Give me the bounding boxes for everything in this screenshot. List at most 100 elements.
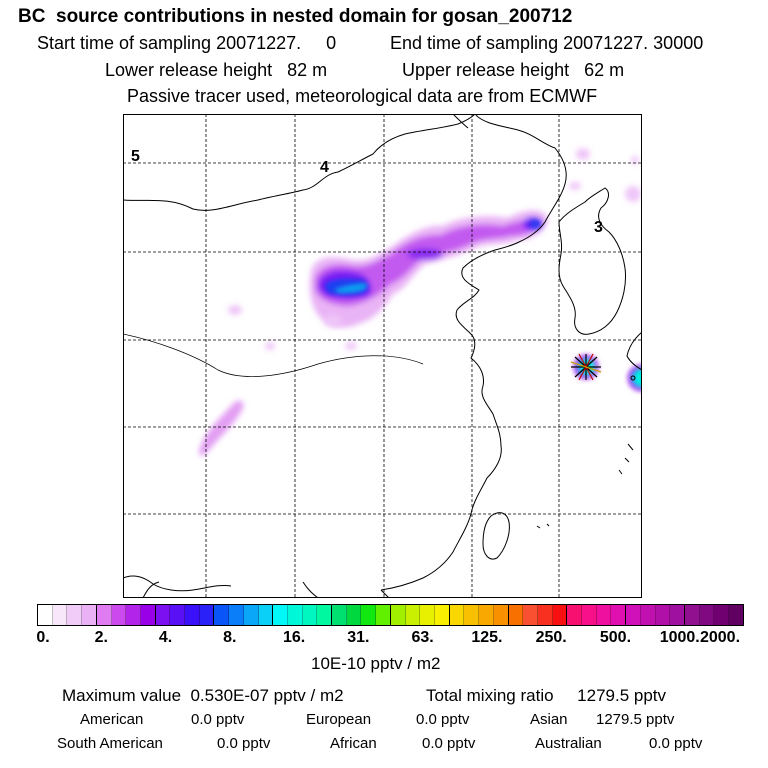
region-name-australian: Australian bbox=[535, 735, 602, 752]
color-tick-label: 500. bbox=[599, 629, 632, 646]
color-swatch bbox=[155, 605, 171, 625]
color-swatch bbox=[96, 605, 112, 625]
color-swatch bbox=[582, 605, 597, 625]
color-swatch bbox=[52, 605, 68, 625]
receptor-star-marker bbox=[570, 353, 602, 381]
region-value-south-american: 0.0 pptv bbox=[217, 735, 271, 752]
china-coast bbox=[380, 249, 502, 591]
hainan-coast bbox=[123, 575, 232, 592]
grid-label: 5 bbox=[131, 148, 140, 165]
color-swatch bbox=[420, 605, 435, 625]
plume-inner bbox=[315, 219, 539, 306]
sampling-end: End time of sampling 20071227. 30000 bbox=[390, 33, 704, 53]
plume-patch bbox=[345, 342, 357, 350]
color-swatch bbox=[611, 605, 627, 625]
upper-release-height: Upper release height 62 m bbox=[402, 60, 625, 80]
color-swatch bbox=[287, 605, 303, 625]
color-swatch bbox=[229, 605, 244, 625]
grid-label: 4 bbox=[320, 159, 329, 176]
border-ne bbox=[452, 114, 469, 129]
color-tick-label: 63. bbox=[411, 629, 434, 646]
coastlines bbox=[123, 114, 642, 598]
region-value-asian: 1279.5 pptv bbox=[596, 711, 675, 728]
color-swatch bbox=[67, 605, 83, 625]
color-swatch bbox=[537, 605, 553, 625]
plume-patch bbox=[569, 182, 581, 190]
color-swatch bbox=[111, 605, 127, 625]
small-islands bbox=[536, 443, 634, 529]
maximum-value: Maximum value 0.530E-07 pptv / m2 bbox=[62, 686, 344, 705]
plume-right-peak bbox=[530, 220, 540, 228]
color-tick-label: 31. bbox=[347, 629, 370, 646]
color-swatch bbox=[464, 605, 480, 625]
region-name-south-american: South American bbox=[57, 735, 163, 752]
edge-halo bbox=[634, 370, 642, 386]
color-tick-label: 8. bbox=[223, 629, 237, 646]
color-swatch bbox=[684, 605, 700, 625]
sampling-start: Start time of sampling 20071227. 0 bbox=[37, 33, 337, 53]
color-swatch bbox=[170, 605, 186, 625]
plume-patch bbox=[324, 315, 342, 327]
small-island bbox=[630, 375, 636, 381]
tracer-note: Passive tracer used, meteorological data… bbox=[127, 86, 598, 106]
color-swatch bbox=[714, 605, 730, 625]
region-value-american: 0.0 pptv bbox=[191, 711, 245, 728]
region-name-european: European bbox=[306, 711, 372, 728]
color-swatch bbox=[273, 605, 288, 625]
color-tick-label: 125. bbox=[471, 629, 503, 646]
plume-patch bbox=[576, 148, 590, 160]
korea-peninsula bbox=[558, 187, 626, 335]
color-swatch bbox=[670, 605, 685, 625]
color-swatch bbox=[361, 605, 377, 625]
color-swatch bbox=[626, 605, 641, 625]
color-swatch bbox=[552, 605, 568, 625]
color-swatch bbox=[596, 605, 612, 625]
inner-border bbox=[123, 333, 424, 377]
region-value-african: 0.0 pptv bbox=[422, 735, 476, 752]
color-swatch bbox=[258, 605, 274, 625]
color-swatch bbox=[346, 605, 362, 625]
manchuria-border bbox=[474, 114, 567, 251]
color-tick-label: 2000. bbox=[699, 629, 741, 646]
color-swatch bbox=[317, 605, 333, 625]
color-tick-label: 2. bbox=[94, 629, 108, 646]
plume-patch bbox=[631, 156, 639, 164]
color-swatch bbox=[140, 605, 156, 625]
color-swatch bbox=[699, 605, 715, 625]
map-svg: 5 4 3 bbox=[123, 114, 642, 598]
color-scale-unit: 10E-10 pptv / m2 bbox=[311, 654, 441, 673]
color-swatch bbox=[479, 605, 494, 625]
plume-peak-center bbox=[335, 284, 368, 293]
color-tick-label: 4. bbox=[158, 629, 173, 646]
color-swatch bbox=[214, 605, 230, 625]
color-swatch bbox=[640, 605, 656, 625]
color-swatch bbox=[567, 605, 583, 625]
plume-patch bbox=[265, 342, 275, 350]
color-swatch bbox=[434, 605, 450, 625]
region-value-european: 0.0 pptv bbox=[416, 711, 470, 728]
plume-mid-core bbox=[407, 248, 443, 260]
color-swatch bbox=[126, 605, 141, 625]
region-value-australian: 0.0 pptv bbox=[649, 735, 703, 752]
color-swatch bbox=[523, 605, 538, 625]
lat-lon-grid bbox=[123, 114, 642, 598]
grid-label: 3 bbox=[594, 219, 603, 236]
lower-release-height: Lower release height 82 m bbox=[105, 60, 328, 80]
plot-title: BC source contributions in nested domain… bbox=[18, 6, 573, 27]
color-tick-label: 0. bbox=[36, 629, 50, 646]
color-swatch bbox=[449, 605, 465, 625]
map-frame bbox=[123, 114, 642, 598]
japan-island bbox=[626, 331, 642, 371]
color-swatch bbox=[493, 605, 509, 625]
color-swatch bbox=[405, 605, 421, 625]
total-mixing-ratio: Total mixing ratio 1279.5 pptv bbox=[426, 686, 667, 705]
coast-segment bbox=[142, 581, 160, 598]
plume-patch bbox=[625, 186, 641, 202]
region-name-asian: Asian bbox=[530, 711, 568, 728]
region-name-african: African bbox=[330, 735, 377, 752]
region-name-american: American bbox=[80, 711, 144, 728]
color-swatch bbox=[332, 605, 347, 625]
map-panel: 5 4 3 bbox=[123, 114, 642, 598]
plume-southwest bbox=[199, 400, 244, 456]
color-tick-label: 1000. bbox=[659, 629, 700, 646]
